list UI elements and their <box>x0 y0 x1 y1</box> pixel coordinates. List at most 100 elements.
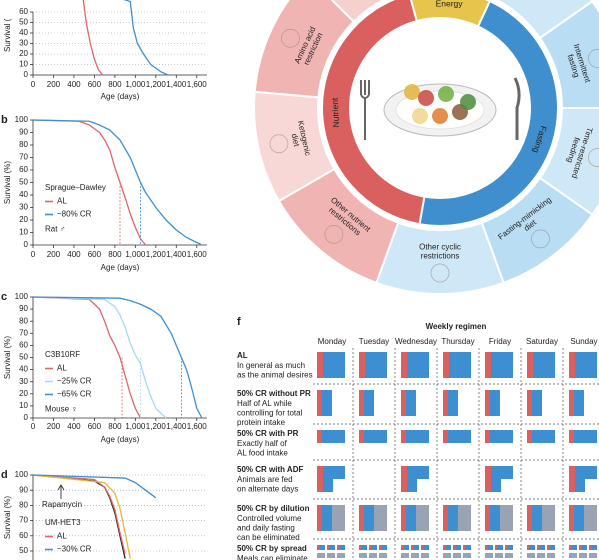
segment-icon <box>588 49 599 68</box>
segment-label: restrictions <box>421 252 460 261</box>
food-block <box>463 545 466 550</box>
day-label: Thursday <box>441 337 474 346</box>
regimen-name: 50% CR with ADF <box>237 465 303 474</box>
legend-footer: Rat ♂ <box>45 225 66 234</box>
food-block <box>443 352 449 378</box>
y-tick-label: 30 <box>19 39 28 48</box>
y-axis-label: Survival (%) <box>3 161 12 204</box>
x-tick-label: 1,400 <box>166 80 187 89</box>
regimen-description: on alternate days <box>237 485 298 494</box>
x-tick-label: 1,000 <box>125 250 146 259</box>
panel-label: c <box>1 291 7 303</box>
y-tick-label: 50 <box>19 546 28 555</box>
food-block <box>322 505 332 531</box>
day-label: Sunday <box>570 337 597 346</box>
y-axis-label: Survival (%) <box>3 496 12 539</box>
regimen-description: and daily fasting <box>237 524 295 533</box>
food-block <box>574 430 597 443</box>
food-block <box>323 479 333 492</box>
y-tick-label: 90 <box>19 128 28 137</box>
food-block <box>443 505 448 531</box>
food-block <box>340 545 345 550</box>
food <box>412 108 428 124</box>
food-block <box>537 545 540 550</box>
segment-label: Other cyclic <box>419 243 461 252</box>
food-block <box>505 545 508 550</box>
y-tick-label: 40 <box>19 190 28 199</box>
food-block <box>317 390 322 416</box>
day-label: Saturday <box>526 337 558 346</box>
food <box>404 84 420 100</box>
food-block <box>443 545 446 550</box>
food-block <box>446 545 451 550</box>
food-block <box>379 553 387 558</box>
x-tick-label: 400 <box>67 250 81 259</box>
food-block <box>574 505 584 531</box>
x-tick-label: 600 <box>88 250 102 259</box>
food-block <box>421 553 429 558</box>
food-block <box>491 466 513 479</box>
x-tick-label: 400 <box>67 80 81 89</box>
day-label: Tuesday <box>359 337 389 346</box>
food-block <box>527 553 535 558</box>
x-tick-label: 600 <box>88 422 102 431</box>
food-block <box>364 390 374 416</box>
food-block <box>485 430 490 443</box>
food-block <box>575 466 597 479</box>
regimen-title: Weekly regimen <box>426 322 487 331</box>
food-block <box>453 545 456 550</box>
panel-label: b <box>1 114 8 126</box>
legend-title: UM-HET3 <box>45 518 81 527</box>
food-block <box>443 553 451 558</box>
y-tick-label: 30 <box>19 377 28 386</box>
food-block <box>320 545 325 550</box>
food-block <box>364 505 374 531</box>
food-block <box>411 553 419 558</box>
food-block <box>322 390 332 416</box>
food-block <box>569 505 574 531</box>
food-block <box>407 479 417 492</box>
food-block <box>407 352 429 378</box>
food-block <box>569 352 575 378</box>
legend-footer: Mouse ♀ <box>45 405 77 414</box>
food-block <box>330 545 335 550</box>
legend-label: AL <box>57 197 67 206</box>
survival-curve <box>32 296 203 419</box>
food-block <box>443 430 448 443</box>
y-tick-label: 40 <box>19 28 28 37</box>
y-tick-label: 50 <box>19 178 28 187</box>
food-block <box>527 390 532 416</box>
food-block <box>448 505 458 531</box>
survival-curve <box>32 474 126 555</box>
legend-label: ~25% CR <box>57 377 92 386</box>
food-block <box>547 553 555 558</box>
food-block <box>414 545 419 550</box>
regimen-name: 50% CR by dilution <box>237 504 310 513</box>
x-tick-label: 1,600 <box>187 80 208 89</box>
food-block <box>317 352 323 378</box>
y-tick-label: 80 <box>19 316 28 325</box>
fork <box>360 80 370 140</box>
survival-curve <box>32 119 147 246</box>
food-block <box>584 505 597 531</box>
food-block <box>491 352 513 378</box>
food-block <box>379 545 382 550</box>
survival-curve <box>32 474 157 499</box>
food-block <box>317 466 323 492</box>
food-block <box>490 390 500 416</box>
food-block <box>416 505 429 531</box>
x-tick-label: 400 <box>67 422 81 431</box>
y-tick-label: 80 <box>19 501 28 510</box>
y-tick-label: 20 <box>19 389 28 398</box>
x-tick-label: 600 <box>88 80 102 89</box>
food-block <box>569 545 572 550</box>
food-block <box>488 545 493 550</box>
segment-icon <box>269 134 289 154</box>
food-block <box>589 553 597 558</box>
food-block <box>485 545 488 550</box>
food-block <box>569 466 575 492</box>
x-axis-label: Age (days) <box>101 92 140 101</box>
food-block <box>532 430 555 443</box>
food-block <box>575 479 585 492</box>
y-tick-label: 60 <box>19 341 28 350</box>
